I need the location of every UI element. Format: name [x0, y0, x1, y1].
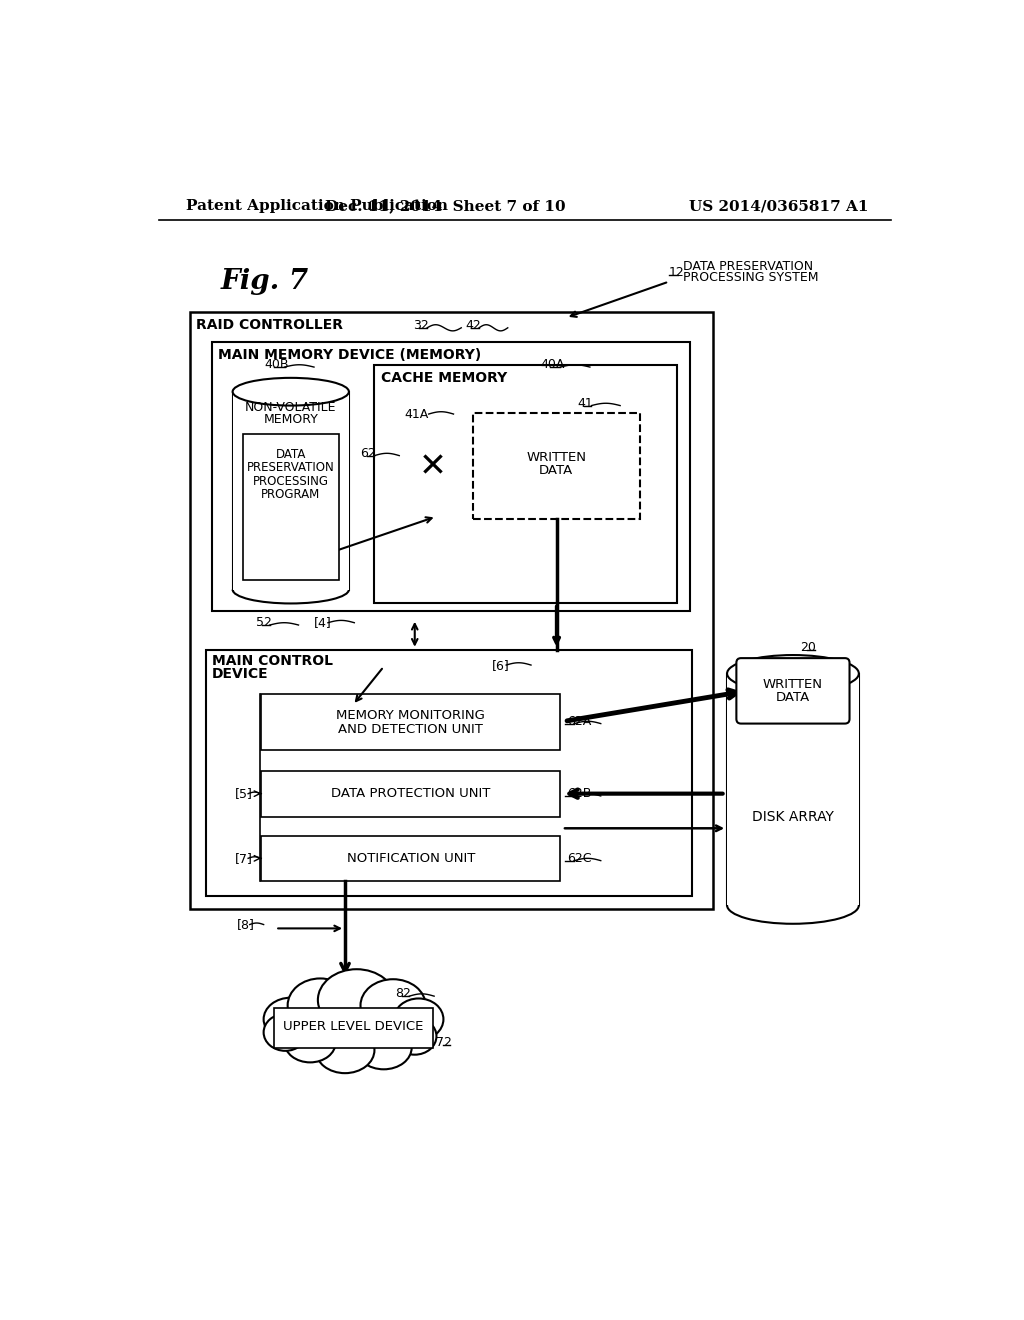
Text: AND DETECTION UNIT: AND DETECTION UNIT — [339, 723, 483, 737]
Text: Patent Application Publication: Patent Application Publication — [186, 199, 449, 213]
Bar — [727, 673, 859, 906]
Bar — [473, 412, 640, 519]
Bar — [212, 342, 690, 611]
Text: 41A: 41A — [404, 408, 428, 421]
FancyBboxPatch shape — [736, 659, 850, 723]
Text: [8]: [8] — [237, 917, 254, 931]
Text: PROGRAM: PROGRAM — [261, 487, 321, 500]
Text: 40A: 40A — [541, 358, 565, 371]
Ellipse shape — [360, 979, 426, 1032]
Ellipse shape — [394, 998, 443, 1040]
Bar — [261, 771, 560, 817]
Ellipse shape — [727, 655, 859, 692]
Text: 62C: 62C — [567, 851, 592, 865]
Ellipse shape — [263, 1014, 307, 1051]
Text: PROCESSING SYSTEM: PROCESSING SYSTEM — [683, 271, 818, 284]
Ellipse shape — [356, 1026, 412, 1069]
Text: Fig. 7: Fig. 7 — [221, 268, 309, 296]
Bar — [190, 313, 713, 909]
Text: 12: 12 — [669, 265, 685, 279]
Ellipse shape — [263, 998, 317, 1040]
Text: PROCESSING: PROCESSING — [253, 474, 329, 487]
Text: 41: 41 — [578, 397, 593, 409]
Text: WRITTEN: WRITTEN — [763, 677, 823, 690]
Text: DATA: DATA — [275, 449, 306, 462]
Bar — [206, 649, 692, 896]
Text: MEMORY: MEMORY — [263, 413, 318, 426]
Text: ✕: ✕ — [419, 450, 446, 483]
Ellipse shape — [317, 969, 395, 1031]
Bar — [261, 836, 560, 880]
Text: DATA PROTECTION UNIT: DATA PROTECTION UNIT — [331, 787, 490, 800]
Bar — [232, 392, 349, 590]
Text: 52: 52 — [256, 616, 271, 630]
Text: 40B: 40B — [264, 358, 289, 371]
Text: DATA: DATA — [539, 463, 573, 477]
Text: DATA: DATA — [776, 690, 810, 704]
Text: WRITTEN: WRITTEN — [526, 450, 586, 463]
Bar — [261, 693, 560, 750]
Bar — [243, 434, 339, 581]
Text: PRESERVATION: PRESERVATION — [247, 462, 335, 474]
Text: NON-VOLATILE: NON-VOLATILE — [245, 400, 337, 413]
Text: MAIN CONTROL: MAIN CONTROL — [212, 655, 333, 668]
Text: 82: 82 — [395, 987, 411, 1001]
Bar — [375, 364, 677, 603]
Ellipse shape — [315, 1027, 375, 1073]
Ellipse shape — [393, 1018, 436, 1055]
Ellipse shape — [232, 378, 349, 405]
Text: 62A: 62A — [567, 714, 592, 727]
Text: RAID CONTROLLER: RAID CONTROLLER — [197, 318, 343, 333]
Text: [4]: [4] — [314, 616, 332, 630]
Text: MAIN MEMORY DEVICE (MEMORY): MAIN MEMORY DEVICE (MEMORY) — [218, 347, 481, 362]
Text: 20: 20 — [801, 640, 816, 653]
Bar — [273, 1007, 432, 1048]
Text: 62B: 62B — [567, 787, 592, 800]
Ellipse shape — [288, 978, 352, 1032]
Text: UPPER LEVEL DEVICE: UPPER LEVEL DEVICE — [283, 1019, 423, 1032]
Text: [6]: [6] — [493, 659, 510, 672]
Text: [7]: [7] — [234, 851, 253, 865]
Text: MEMORY MONITORING: MEMORY MONITORING — [337, 709, 485, 722]
Text: DEVICE: DEVICE — [212, 667, 268, 681]
Text: 42: 42 — [465, 319, 480, 333]
Text: CACHE MEMORY: CACHE MEMORY — [381, 371, 507, 385]
Text: 72: 72 — [436, 1036, 453, 1049]
Text: NOTIFICATION UNIT: NOTIFICATION UNIT — [347, 851, 475, 865]
Text: US 2014/0365817 A1: US 2014/0365817 A1 — [689, 199, 868, 213]
Text: 62: 62 — [360, 446, 376, 459]
Text: DISK ARRAY: DISK ARRAY — [752, 809, 834, 824]
Text: 32: 32 — [413, 319, 429, 333]
Ellipse shape — [285, 1022, 336, 1063]
Text: Dec. 11, 2014  Sheet 7 of 10: Dec. 11, 2014 Sheet 7 of 10 — [326, 199, 566, 213]
Text: [5]: [5] — [234, 787, 253, 800]
Text: DATA PRESERVATION: DATA PRESERVATION — [683, 260, 813, 273]
